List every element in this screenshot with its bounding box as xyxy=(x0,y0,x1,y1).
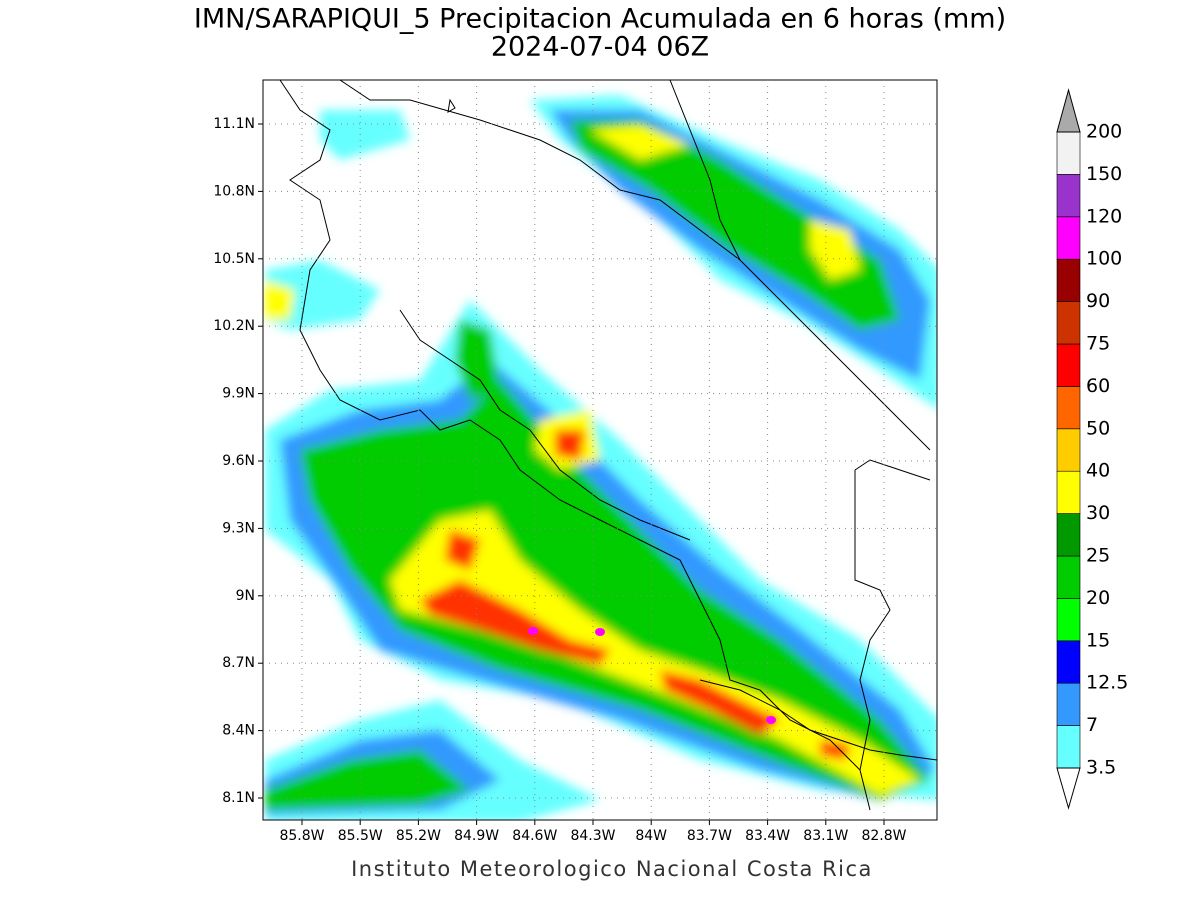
colorbar-label: 90 xyxy=(1086,290,1110,312)
colorbar-box xyxy=(1056,682,1081,726)
lon-tick-label: 83.7W xyxy=(687,828,732,844)
footer: Instituto Meteorologico Nacional Costa R… xyxy=(351,857,873,881)
colorbar: 3.5 7 12.5 15 20 25 30 40 50 60 75 90 100 120 150 200 xyxy=(1056,88,1128,810)
lon-tick-label: 85.5W xyxy=(338,828,383,844)
lat-tick-label: 9.9N xyxy=(222,386,255,402)
colorbar-box xyxy=(1056,258,1081,302)
colorbar-box xyxy=(1056,598,1081,642)
lon-tick-label: 84.3W xyxy=(570,828,615,844)
lat-tick-label: 9N xyxy=(236,588,255,604)
lon-tick-label: 84.6W xyxy=(512,828,557,844)
title: IMN/SARAPIQUI_5 Precipitacion Acumulada … xyxy=(194,4,1006,35)
colorbar-box xyxy=(1056,301,1081,345)
colorbar-label: 75 xyxy=(1086,333,1110,355)
colorbar-box xyxy=(1056,513,1081,557)
lat-tick-label: 8.1N xyxy=(222,790,255,806)
colorbar-box xyxy=(1056,555,1081,599)
colorbar-label: 120 xyxy=(1086,205,1122,227)
colorbar-box xyxy=(1056,428,1081,472)
colorbar-label: 150 xyxy=(1086,163,1122,185)
colorbar-label: 60 xyxy=(1086,375,1110,397)
lat-tick-label: 9.3N xyxy=(222,520,255,536)
colorbar-box xyxy=(1056,174,1081,218)
map-frame xyxy=(262,79,938,821)
colorbar-label: 7 xyxy=(1086,714,1098,736)
lat-tick-label: 10.5N xyxy=(213,251,255,267)
colorbar-box xyxy=(1056,725,1081,769)
lon-tick-label: 84W xyxy=(635,828,667,844)
lon-tick-label: 85.8W xyxy=(279,828,324,844)
colorbar-label: 25 xyxy=(1086,545,1110,567)
colorbar-label: 20 xyxy=(1086,587,1110,609)
colorbar-label: 40 xyxy=(1086,460,1110,482)
graticule: 11.1N 10.8N 10.5N 10.2N 9.9N 9.6N 9.3N 9N 8.7N 8.… xyxy=(213,80,937,844)
lat-tick-label: 8.4N xyxy=(222,723,255,739)
lat-tick-label: 9.6N xyxy=(222,453,255,469)
precip-field xyxy=(265,80,937,820)
lat-tick-label: 8.7N xyxy=(222,655,255,671)
subtitle: 2024-07-04 06Z xyxy=(491,32,709,63)
colorbar-label: 3.5 xyxy=(1086,757,1116,779)
lon-tick-label: 83.4W xyxy=(745,828,790,844)
colorbar-label: 30 xyxy=(1086,502,1110,524)
colorbar-label: 100 xyxy=(1086,248,1122,270)
colorbar-under xyxy=(1056,767,1081,810)
lat-tick-label: 11.1N xyxy=(213,116,255,132)
lon-tick-label: 83.1W xyxy=(803,828,848,844)
colorbar-label: 200 xyxy=(1086,121,1122,143)
lon-tick-label: 85.2W xyxy=(396,828,441,844)
lat-tick-label: 10.8N xyxy=(213,183,255,199)
colorbar-box xyxy=(1056,131,1081,175)
lon-tick-label: 82.8W xyxy=(861,828,906,844)
colorbar-label: 15 xyxy=(1086,629,1110,651)
colorbar-label: 50 xyxy=(1086,417,1110,439)
colorbar-label: 12.5 xyxy=(1086,672,1128,694)
colorbar-box xyxy=(1056,640,1081,684)
colorbar-box xyxy=(1056,386,1081,430)
colorbar-over xyxy=(1056,88,1081,133)
lon-tick-label: 84.9W xyxy=(454,828,499,844)
lat-tick-label: 10.2N xyxy=(213,318,255,334)
colorbar-box xyxy=(1056,216,1081,260)
colorbar-box xyxy=(1056,343,1081,387)
colorbar-box xyxy=(1056,470,1081,514)
